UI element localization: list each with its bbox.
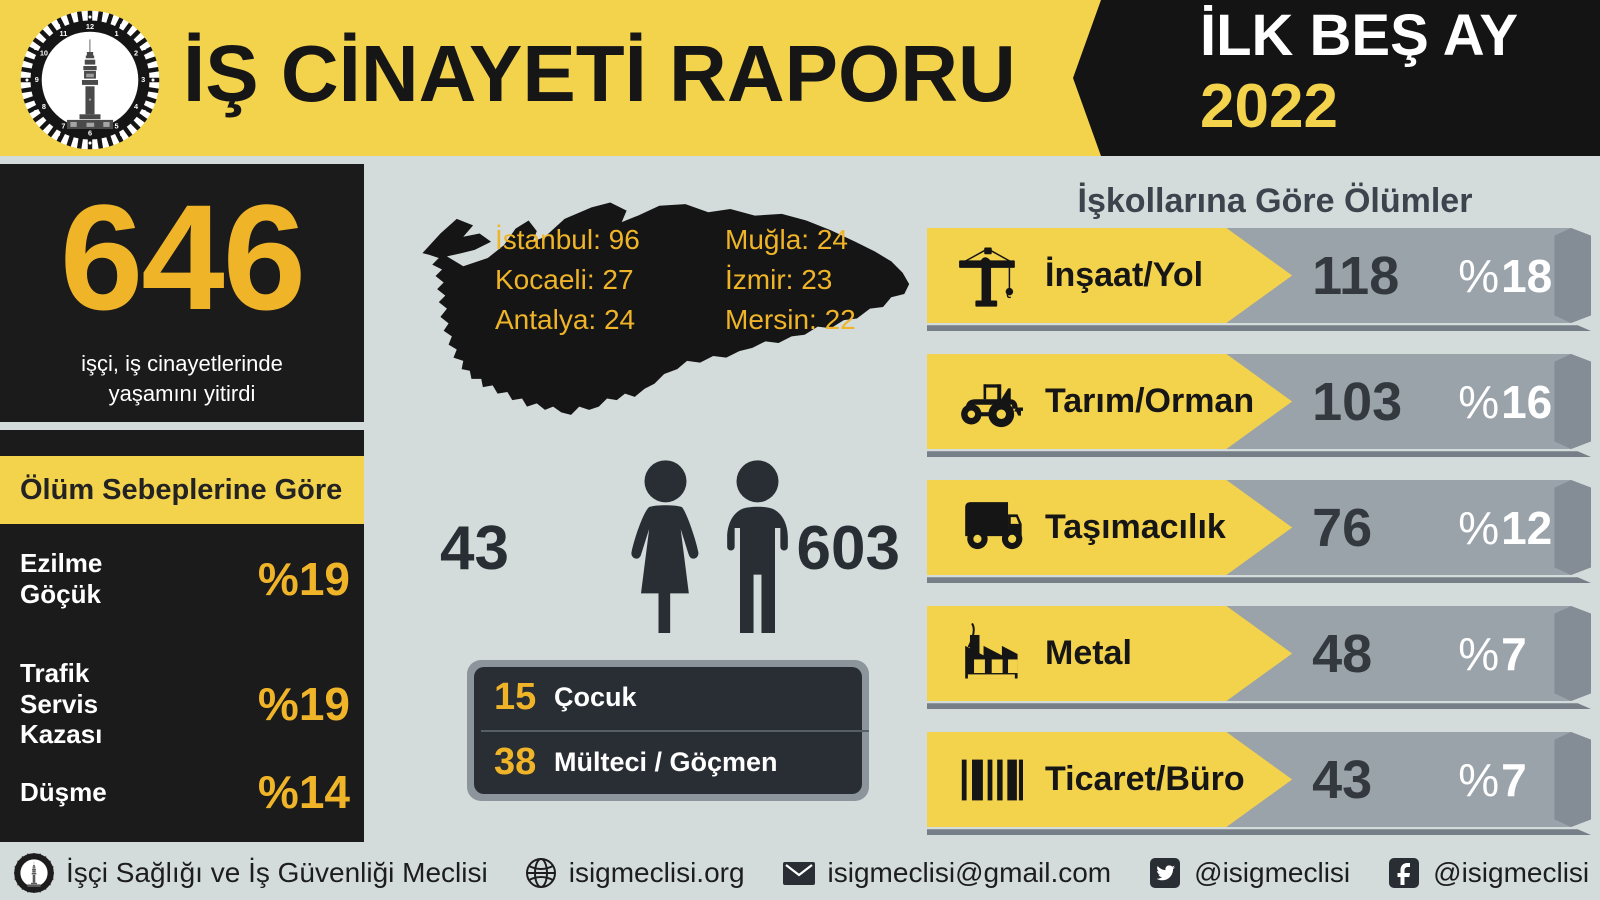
svg-text:2: 2 — [134, 49, 138, 58]
svg-text:7: 7 — [61, 121, 65, 130]
svg-text:8: 8 — [42, 102, 46, 111]
svg-text:6: 6 — [88, 128, 92, 137]
svg-text:12: 12 — [86, 22, 94, 31]
svg-text:1: 1 — [115, 29, 119, 38]
svg-text:11: 11 — [60, 29, 68, 38]
svg-text:3: 3 — [141, 75, 145, 84]
svg-text:10: 10 — [40, 49, 48, 58]
svg-text:5: 5 — [115, 121, 119, 130]
svg-text:9: 9 — [35, 75, 39, 84]
